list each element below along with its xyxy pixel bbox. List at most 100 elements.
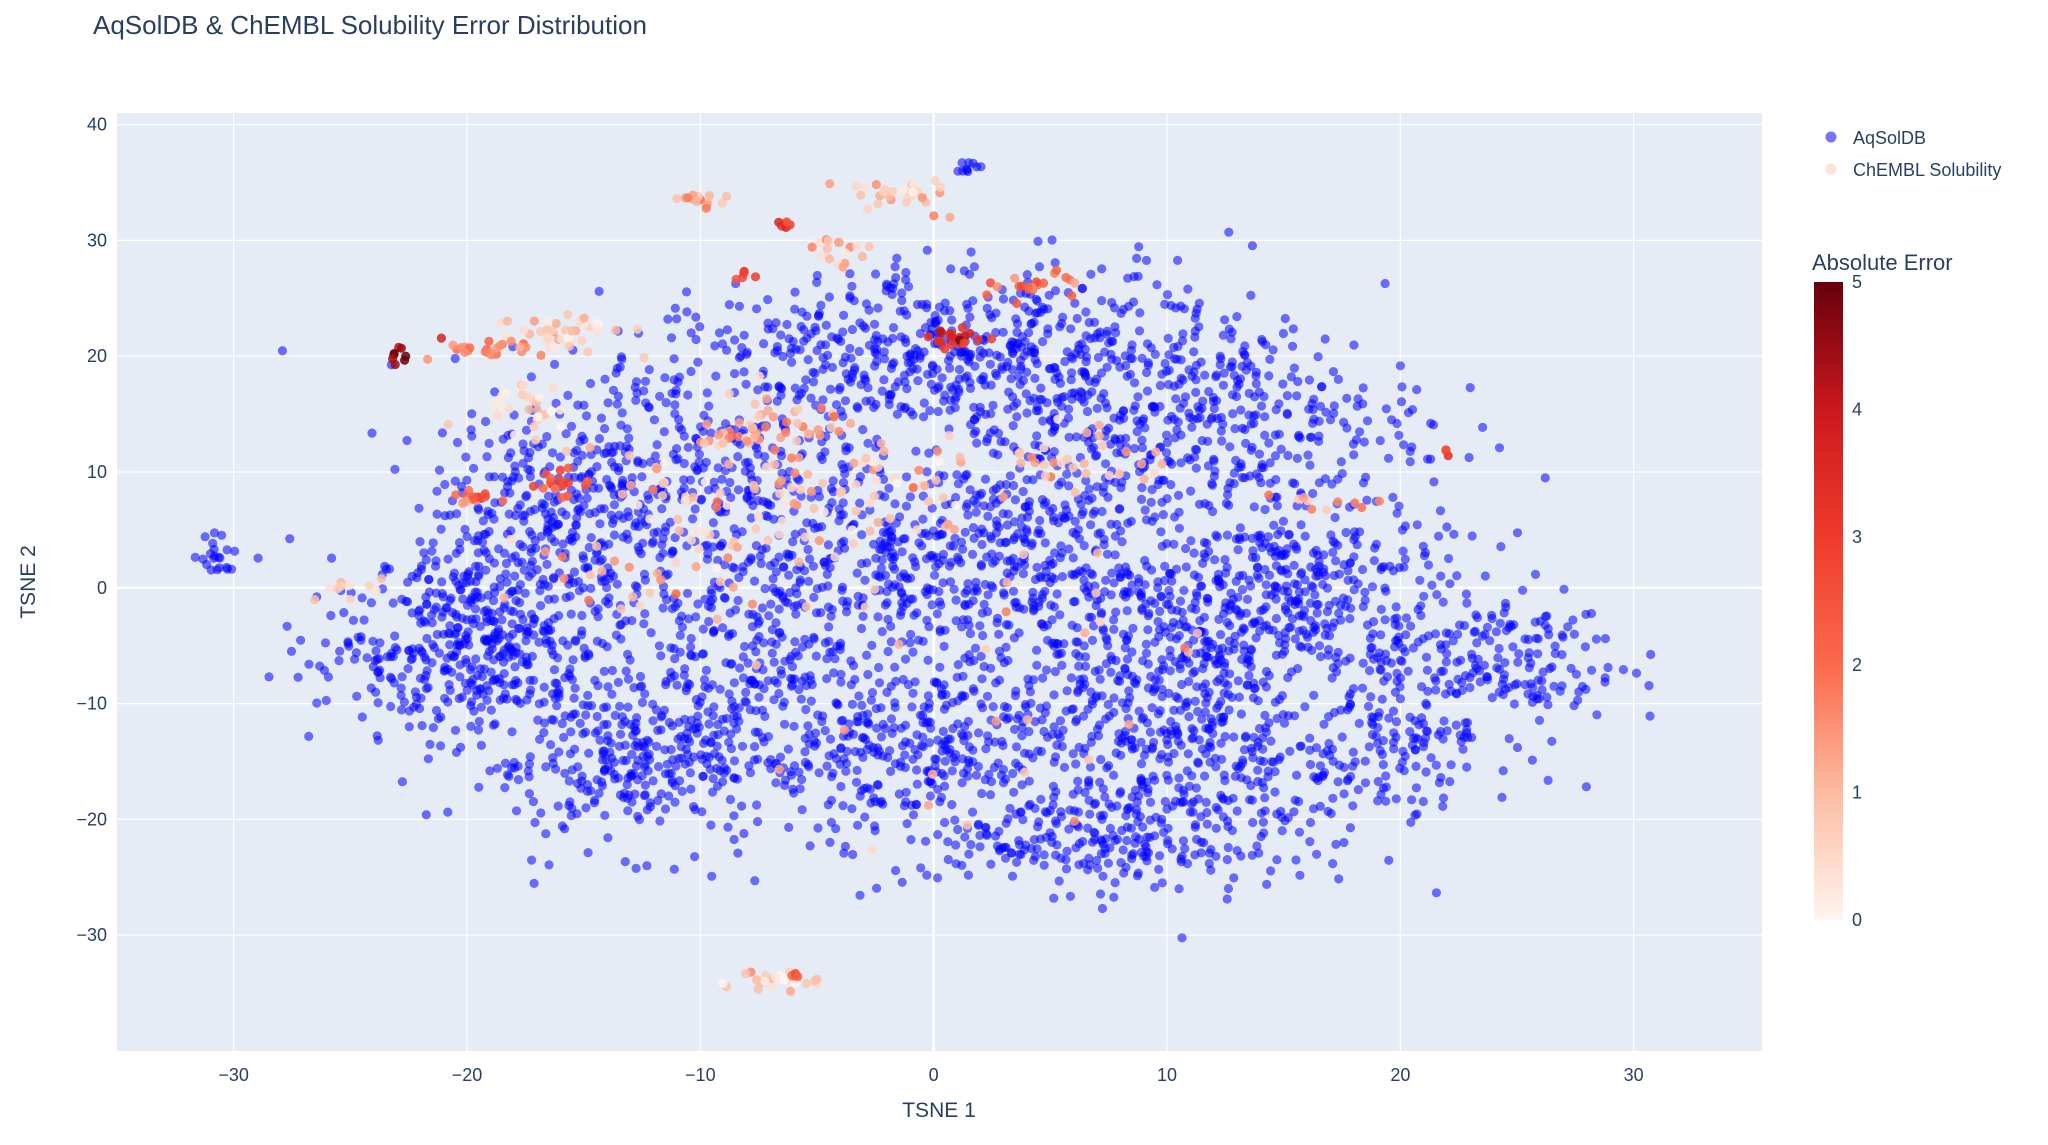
data-point-aqsoldb: [1086, 269, 1096, 279]
data-point-aqsoldb: [1264, 438, 1274, 448]
data-point-aqsoldb: [822, 569, 832, 580]
data-point-aqsoldb: [1133, 271, 1143, 281]
data-point-aqsoldb: [539, 682, 549, 692]
data-point-aqsoldb: [1202, 652, 1212, 662]
data-point-aqsoldb: [958, 544, 968, 554]
data-point-aqsoldb: [962, 371, 972, 381]
data-point-aqsoldb: [836, 669, 846, 680]
data-point-aqsoldb: [963, 579, 973, 589]
data-point-aqsoldb: [730, 369, 740, 379]
data-point-aqsoldb: [1158, 509, 1168, 520]
data-point-aqsoldb: [1033, 746, 1043, 756]
data-point-aqsoldb: [1550, 641, 1560, 651]
data-point-aqsoldb: [873, 750, 883, 760]
data-point-aqsoldb: [599, 703, 609, 713]
data-point-aqsoldb: [911, 561, 921, 572]
data-point-aqsoldb: [1313, 599, 1323, 610]
data-point-aqsoldb: [1164, 599, 1174, 610]
data-point-aqsoldb: [1280, 646, 1290, 656]
data-point-aqsoldb: [1014, 836, 1024, 846]
data-point-aqsoldb: [1105, 823, 1115, 834]
data-point-aqsoldb: [597, 781, 608, 791]
data-point-aqsoldb: [778, 593, 788, 603]
data-point-aqsoldb: [1215, 360, 1225, 370]
data-point-aqsoldb: [528, 797, 539, 807]
data-point-aqsoldb: [872, 356, 882, 367]
data-point-aqsoldb: [529, 630, 539, 640]
data-point-aqsoldb: [1163, 333, 1173, 343]
data-point-aqsoldb: [594, 286, 604, 296]
data-point-aqsoldb: [1389, 744, 1399, 754]
data-point-aqsoldb: [474, 716, 484, 727]
data-point-aqsoldb: [1254, 472, 1264, 483]
data-point-aqsoldb: [1154, 632, 1164, 642]
data-point-aqsoldb: [1501, 625, 1511, 636]
data-point-aqsoldb: [529, 878, 539, 889]
data-point-aqsoldb: [986, 859, 996, 869]
data-point-aqsoldb: [924, 738, 935, 748]
data-point-aqsoldb: [1438, 597, 1448, 607]
data-point-aqsoldb: [822, 761, 832, 771]
data-point-aqsoldb: [1288, 478, 1298, 488]
data-point-aqsoldb: [821, 320, 831, 330]
data-point-aqsoldb: [1194, 298, 1204, 308]
data-point-aqsoldb: [421, 684, 431, 694]
data-point-aqsoldb: [749, 576, 760, 586]
data-point-aqsoldb: [1296, 520, 1306, 530]
data-point-aqsoldb: [410, 687, 420, 697]
data-point-aqsoldb: [719, 560, 730, 570]
data-point-aqsoldb: [729, 834, 739, 845]
data-point-aqsoldb: [1418, 634, 1428, 644]
data-point-aqsoldb: [968, 807, 978, 817]
data-point-aqsoldb: [937, 373, 947, 383]
data-point-aqsoldb: [1143, 659, 1153, 669]
data-point-aqsoldb: [945, 351, 955, 361]
data-point-aqsoldb: [403, 664, 413, 674]
data-point-aqsoldb: [584, 748, 594, 758]
data-point-aqsoldb: [639, 619, 649, 629]
data-point-aqsoldb: [1397, 525, 1408, 535]
data-point-aqsoldb: [708, 518, 719, 528]
data-point-aqsoldb: [637, 472, 647, 482]
data-point-aqsoldb: [938, 578, 948, 588]
data-point-aqsoldb: [1141, 639, 1151, 649]
data-point-aqsoldb: [739, 367, 749, 377]
data-point-aqsoldb: [466, 721, 476, 732]
data-point-aqsoldb: [1331, 556, 1341, 566]
data-point-aqsoldb: [1153, 479, 1163, 490]
data-point-aqsoldb: [1219, 368, 1229, 378]
data-point-aqsoldb: [1563, 622, 1573, 632]
data-point-aqsoldb: [552, 701, 562, 711]
data-point-aqsoldb: [992, 370, 1002, 381]
data-point-aqsoldb: [665, 517, 675, 527]
data-point-aqsoldb: [460, 524, 470, 535]
data-point-aqsoldb: [959, 768, 969, 778]
data-point-aqsoldb: [1300, 702, 1310, 712]
data-point-aqsoldb: [1433, 730, 1443, 740]
data-point-aqsoldb: [1137, 483, 1147, 493]
data-point-aqsoldb: [1098, 871, 1108, 881]
data-point-aqsoldb: [869, 793, 879, 803]
data-point-aqsoldb: [1512, 528, 1523, 538]
data-point-aqsoldb: [831, 400, 842, 410]
data-point-aqsoldb: [695, 322, 705, 332]
data-point-aqsoldb: [1171, 394, 1181, 404]
data-point-aqsoldb: [568, 655, 578, 665]
data-point-aqsoldb: [432, 629, 442, 640]
data-point-aqsoldb: [1413, 604, 1423, 615]
data-point-aqsoldb: [586, 701, 597, 711]
data-point-aqsoldb: [1348, 747, 1358, 757]
data-point-aqsoldb: [1040, 538, 1050, 548]
data-point-aqsoldb: [1122, 606, 1132, 616]
data-point-aqsoldb: [1184, 676, 1194, 687]
data-point-aqsoldb: [1054, 649, 1064, 659]
data-point-aqsoldb: [923, 531, 934, 541]
data-point-aqsoldb: [470, 604, 481, 614]
data-point-aqsoldb: [772, 396, 782, 406]
data-point-aqsoldb: [1154, 864, 1164, 875]
data-point-aqsoldb: [574, 493, 584, 503]
data-point-aqsoldb: [751, 647, 761, 657]
data-point-aqsoldb: [1143, 848, 1154, 858]
data-point-aqsoldb: [821, 360, 831, 370]
data-point-aqsoldb: [598, 638, 608, 649]
